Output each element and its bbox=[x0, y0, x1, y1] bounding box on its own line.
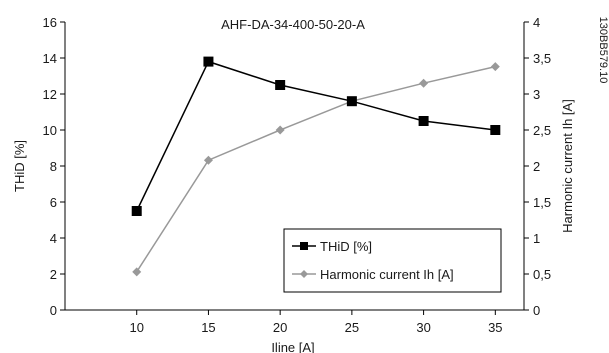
y-tick-left-label: 14 bbox=[43, 51, 57, 66]
y-tick-left-label: 2 bbox=[50, 267, 57, 282]
x-axis-label: Iline [A] bbox=[271, 340, 314, 353]
y-tick-right-label: 0 bbox=[533, 303, 540, 318]
legend-marker-harmonic bbox=[300, 270, 308, 278]
data-point-thid bbox=[346, 96, 357, 107]
x-tick-label: 10 bbox=[129, 320, 143, 335]
data-point-harmonic bbox=[419, 78, 429, 88]
legend: THiD [%] Harmonic current Ih [A] bbox=[283, 228, 502, 293]
document-id: 130BB579.10 bbox=[597, 17, 609, 84]
y-tick-right-label: 2 bbox=[533, 159, 540, 174]
data-point-thid bbox=[203, 56, 214, 67]
data-point-harmonic bbox=[490, 62, 500, 72]
x-tick-label: 25 bbox=[345, 320, 359, 335]
y-tick-right-label: 0,5 bbox=[533, 267, 551, 282]
series-line-harmonic bbox=[136, 65, 496, 273]
y-tick-left-label: 4 bbox=[50, 231, 57, 246]
data-point-thid bbox=[275, 80, 286, 90]
y-tick-right-label: 1,5 bbox=[533, 195, 551, 210]
y-axis-label-left: THiD [%] bbox=[12, 140, 27, 192]
x-tick-label: 20 bbox=[273, 320, 287, 335]
y-tick-right-label: 1 bbox=[533, 231, 540, 246]
x-tick-label: 30 bbox=[416, 320, 430, 335]
y-tick-left-label: 8 bbox=[50, 159, 57, 174]
x-tick-label: 35 bbox=[488, 320, 502, 335]
y-tick-left-label: 10 bbox=[43, 123, 57, 138]
y-tick-left-label: 6 bbox=[50, 195, 57, 210]
y-axis-label-right: Harmonic current Ih [A] bbox=[560, 99, 575, 233]
y-tick-left-label: 16 bbox=[43, 15, 57, 30]
y-tick-right-label: 2,5 bbox=[533, 123, 551, 138]
legend-label-harmonic: Harmonic current Ih [A] bbox=[320, 267, 454, 282]
legend-label-thid: THiD [%] bbox=[320, 239, 372, 254]
axes-group: 0 2 4 6 8 10 12 14 16 0 0,5 1 1,5 2 2,5 3 3,5 4 10 15 20 25 30… bbox=[43, 15, 552, 335]
data-point-harmonic bbox=[132, 267, 142, 277]
y-tick-right-label: 4 bbox=[533, 15, 540, 30]
y-tick-right-label: 3,5 bbox=[533, 51, 551, 66]
data-point-thid bbox=[131, 206, 142, 216]
legend-box bbox=[283, 228, 502, 293]
y-tick-left-label: 12 bbox=[43, 87, 57, 102]
data-point-thid bbox=[490, 125, 501, 135]
y-tick-left-label: 0 bbox=[50, 303, 57, 318]
x-tick-label: 15 bbox=[201, 320, 215, 335]
data-point-thid bbox=[418, 116, 429, 126]
legend-marker-thid bbox=[300, 242, 308, 250]
y-tick-right-label: 3 bbox=[533, 87, 540, 102]
series-layer bbox=[131, 56, 501, 277]
data-point-harmonic bbox=[275, 125, 285, 135]
chart-title: AHF-DA-34-400-50-20-A bbox=[221, 17, 365, 32]
series-line-thid bbox=[136, 60, 496, 212]
data-point-harmonic bbox=[203, 155, 213, 165]
